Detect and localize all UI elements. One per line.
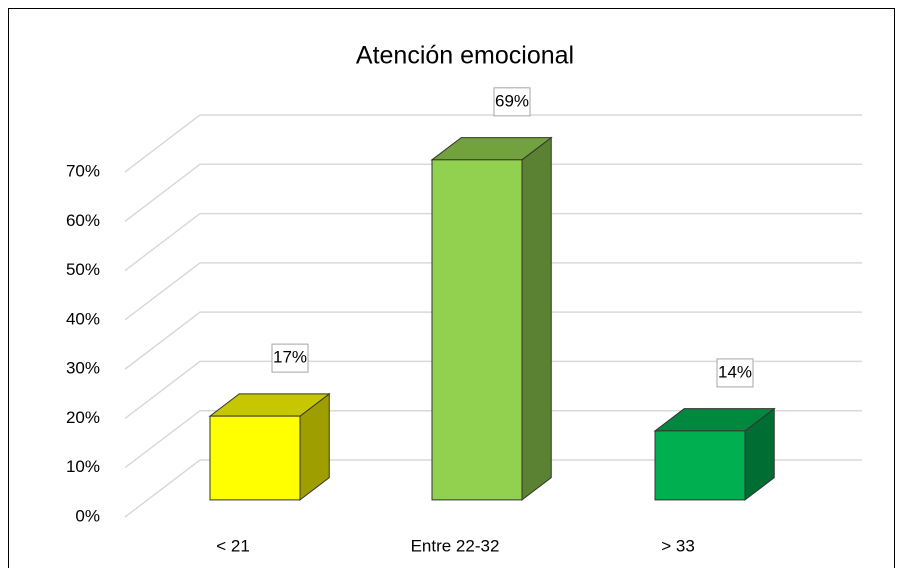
bar-front bbox=[431, 159, 523, 501]
data-label: 69% bbox=[495, 91, 529, 110]
y-tick-label: 70% bbox=[66, 161, 100, 180]
grid-line bbox=[124, 360, 862, 420]
grid-line bbox=[124, 409, 862, 469]
grid-line bbox=[124, 212, 862, 272]
y-tick-label: 10% bbox=[66, 457, 100, 476]
bar-front bbox=[654, 430, 746, 501]
chart-title: Atención emocional bbox=[356, 42, 574, 70]
grid-line bbox=[124, 311, 862, 370]
data-label-box bbox=[493, 87, 531, 117]
grid-line bbox=[124, 459, 862, 518]
bar-front bbox=[209, 415, 301, 501]
grid-line bbox=[124, 114, 862, 173]
grid-line bbox=[124, 262, 862, 321]
y-tick-label: 20% bbox=[66, 408, 100, 427]
y-tick-label: 0% bbox=[75, 506, 100, 525]
data-label-box bbox=[716, 358, 754, 388]
bar bbox=[208, 392, 331, 501]
x-tick-label: Entre 22-32 bbox=[411, 536, 500, 555]
x-tick-label: > 33 bbox=[661, 536, 695, 555]
data-label: 14% bbox=[718, 362, 752, 381]
bar bbox=[430, 136, 553, 501]
grid-line bbox=[124, 163, 862, 222]
y-tick-label: 30% bbox=[66, 359, 100, 378]
chart-border bbox=[8, 8, 895, 573]
y-tick-label: 50% bbox=[66, 260, 100, 279]
bar-side bbox=[521, 136, 552, 501]
data-label-box bbox=[271, 343, 309, 373]
x-tick-label: < 21 bbox=[216, 536, 250, 555]
y-tick-label: 40% bbox=[66, 309, 100, 328]
y-tick-label: 60% bbox=[66, 211, 100, 230]
data-label: 17% bbox=[273, 348, 307, 367]
bar bbox=[653, 407, 776, 501]
